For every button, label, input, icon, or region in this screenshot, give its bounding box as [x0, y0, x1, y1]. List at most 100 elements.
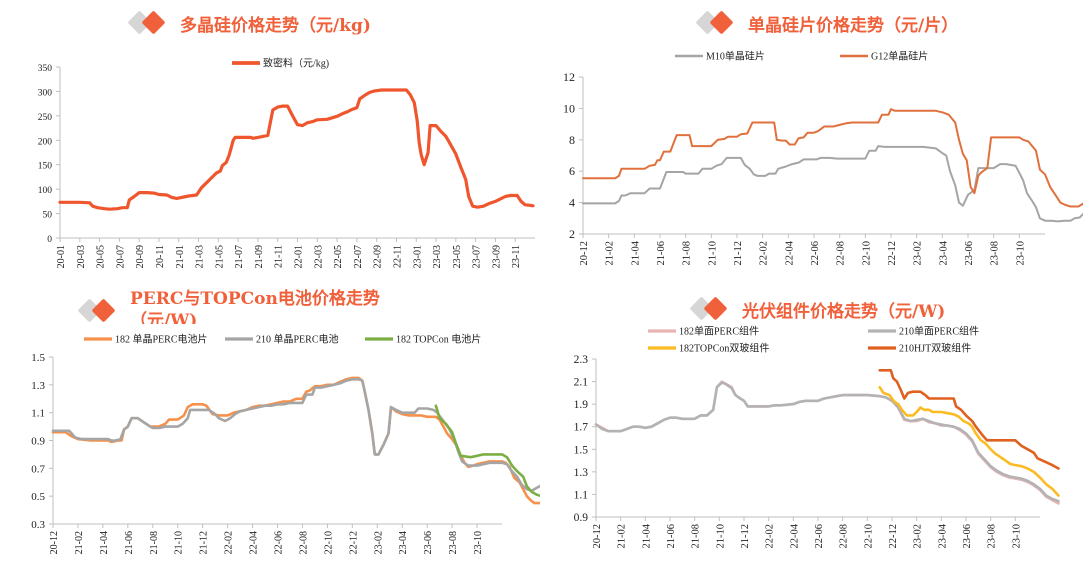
y-tick-label: 0.5: [31, 491, 45, 503]
y-tick-label: 1.7: [574, 422, 589, 434]
x-tick-label: 22-06: [814, 524, 825, 549]
x-tick-label: 23-10: [1011, 524, 1022, 549]
x-tick-label: 23-08: [987, 524, 998, 549]
y-tick-label: 10: [563, 101, 575, 115]
x-tick-label: 21-03: [195, 245, 206, 268]
x-tick-label: 22-07: [353, 245, 364, 268]
x-tick-label: 21-06: [124, 531, 135, 554]
y-tick-label: 1.5: [31, 352, 45, 364]
y-tick-label: 0.3: [31, 519, 45, 531]
x-tick-label: 22-04: [789, 523, 800, 548]
x-tick-label: 21-02: [617, 524, 628, 549]
chart-title-text: 多晶硅价格走势（元/kg): [180, 15, 371, 36]
x-tick-label: 22-05: [333, 245, 344, 268]
x-tick-label: 20-09: [135, 245, 146, 268]
x-tick-label: 22-08: [298, 531, 309, 554]
x-tick-label: 21-06: [666, 524, 677, 549]
panel-module: 光伏组件价格走势（元/W) 0.9 1.1 1.3 1.5 1.7 1.9 2.1 2.3 20…: [540, 282, 1083, 576]
x-tick-label: 23-11: [511, 245, 522, 268]
x-tick-label: 21-11: [274, 245, 285, 268]
y-tick-label: 100: [38, 186, 53, 196]
x-tick-label: 22-10: [861, 241, 872, 266]
series-line-1: [58, 88, 535, 211]
series-line-3: [878, 385, 1060, 497]
x-tick-label: 20-05: [96, 245, 107, 268]
legend-label: 182 单晶PERC电池片: [115, 333, 208, 346]
panel-wafer: 单晶硅片价格走势（元/片） 2 4 6 8 10 12 20-12 21-02 21-04 21-…: [540, 0, 1083, 282]
x-tick-label: 20-12: [49, 531, 60, 554]
x-tick-label: 21-09: [254, 245, 265, 268]
x-tick-label: 21-12: [199, 531, 210, 554]
x-tick-label: 20-03: [76, 245, 87, 268]
x-tick-label: 21-08: [691, 524, 702, 549]
y-tick-label: 0.9: [574, 512, 589, 524]
y-tick-label: 4: [569, 196, 575, 210]
series-line-1: [51, 376, 540, 505]
chart-cell: 0.3 0.5 0.7 0.9 1.1 1.3 1.5 20-12 21-02 21-04 21-0…: [31, 333, 540, 554]
chart-polysilicon: 0 50 100 150 200 250 300 350 20-01 20-03 20-05 20-0…: [38, 57, 535, 268]
series-line-2: [594, 381, 1060, 503]
x-tick-label: 21-02: [605, 241, 616, 266]
x-tick-label: 23-06: [964, 241, 975, 266]
x-tick-label: 22-02: [765, 524, 776, 549]
legend-label: 210HJT双玻组件: [899, 342, 971, 355]
x-tick-label: 20-11: [155, 245, 166, 268]
x-tick-label: 23-10: [473, 531, 484, 554]
x-tick-label: 23-08: [990, 241, 1001, 266]
x-tick-label: 21-12: [740, 524, 751, 549]
x-tick-label: 23-02: [373, 531, 384, 554]
panel-cell: PERC与TOPCon电池价格走势（元/W) 0.3 0.5 0.7 0.9 1.1 1.…: [0, 282, 540, 576]
chart-title-cell: PERC与TOPCon电池价格走势（元/W): [78, 288, 430, 324]
x-tick-label: 22-03: [313, 245, 324, 268]
x-tick-label: 21-04: [641, 523, 652, 548]
y-tick-label: 2: [569, 227, 575, 241]
legend-label: M10单晶硅片: [706, 50, 765, 63]
series-line-4: [878, 369, 1060, 470]
x-tick-label: 22-09: [373, 245, 384, 268]
x-tick-label: 22-12: [887, 241, 898, 266]
x-tick-label: 22-02: [224, 531, 235, 554]
y-tick-label: 0.7: [31, 463, 45, 475]
x-tick-label: 22-02: [759, 241, 770, 266]
y-tick-label: 1.1: [31, 408, 45, 420]
y-tick-label: 8: [569, 133, 575, 147]
chart-wafer: 2 4 6 8 10 12 20-12 21-02 21-04 21-06 21-08 21-10 21…: [563, 50, 1083, 266]
y-tick-label: 0: [47, 235, 52, 245]
series-line-2: [582, 108, 1083, 208]
x-tick-label: 23-05: [452, 245, 463, 268]
y-tick-label: 2.3: [574, 354, 589, 366]
y-tick-label: 12: [563, 70, 575, 84]
chart-module: 0.9 1.1 1.3 1.5 1.7 1.9 2.1 2.3 20-12 21-02 21-04 2…: [574, 325, 1060, 549]
x-tick-label: 23-06: [423, 531, 434, 554]
chart-title-text: 单晶硅片价格走势（元/片）: [748, 15, 959, 36]
x-tick-label: 23-04: [398, 531, 409, 554]
legend-label: 182 TOPCon 电池片: [396, 333, 481, 346]
series-line-1: [582, 145, 1083, 223]
series-line-2: [51, 378, 540, 492]
x-tick-label: 23-09: [491, 245, 502, 268]
chart-title-polysilicon: 多晶硅价格走势（元/kg): [127, 10, 371, 36]
x-tick-label: 21-07: [234, 245, 245, 268]
x-tick-label: 22-11: [392, 245, 403, 268]
x-tick-label: 22-08: [839, 524, 850, 549]
legend-label: 210单面PERC组件: [899, 325, 979, 338]
y-tick-label: 150: [38, 162, 53, 172]
x-tick-label: 22-01: [294, 245, 305, 268]
x-tick-label: 20-07: [115, 245, 126, 268]
x-tick-label: 21-10: [707, 241, 718, 266]
x-tick-label: 22-12: [888, 524, 899, 549]
legend-label: 182TOPCon双玻组件: [679, 342, 769, 355]
x-tick-label: 23-02: [913, 524, 924, 549]
x-tick-label: 23-04: [938, 240, 949, 265]
y-tick-label: 1.1: [574, 489, 589, 501]
x-tick-label: 21-08: [682, 241, 693, 266]
x-tick-label: 22-04: [784, 240, 795, 265]
x-tick-label: 23-06: [962, 524, 973, 549]
y-tick-label: 1.3: [31, 380, 45, 392]
y-tick-label: 350: [38, 64, 53, 74]
x-tick-label: 23-02: [913, 241, 924, 266]
legend-label: 182单面PERC组件: [679, 325, 759, 338]
x-tick-label: 23-03: [432, 245, 443, 268]
y-tick-label: 0.9: [31, 436, 45, 448]
x-tick-label: 22-10: [863, 524, 874, 549]
